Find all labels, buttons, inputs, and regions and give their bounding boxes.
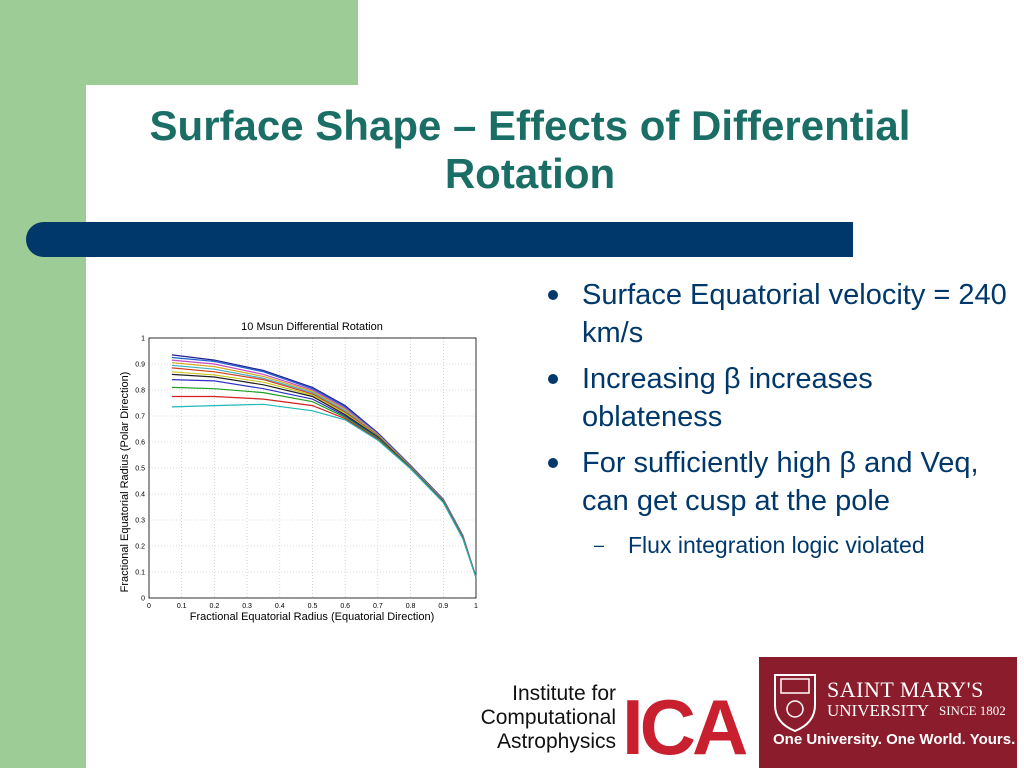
y-tick-label: 0.4 bbox=[135, 492, 145, 499]
title-divider-band bbox=[26, 222, 853, 257]
y-tick-label: 0 bbox=[141, 596, 145, 603]
bullet-text: For sufficiently high β and Veq, can get… bbox=[582, 447, 979, 517]
chart-y-axis-label: Fractional Equatorial Radius (Polar Dire… bbox=[119, 372, 131, 593]
y-tick-label: 0.8 bbox=[135, 388, 145, 395]
slide-title: Surface Shape – Effects of Differential … bbox=[149, 102, 911, 197]
ica-line3: Astrophysics bbox=[497, 730, 616, 753]
ica-logo-svg: Institute for Computational Astrophysics… bbox=[481, 682, 751, 768]
series-line bbox=[171, 379, 477, 578]
y-tick-label: 0.9 bbox=[135, 362, 145, 369]
smu-logo: SAINT MARY'S UNIVERSITY SINCE 1802 One U… bbox=[759, 657, 1017, 768]
x-tick-label: 0.6 bbox=[340, 603, 350, 610]
smu-tagline: One University. One World. Yours. bbox=[773, 731, 1016, 748]
smu-name-top: SAINT MARY'S bbox=[827, 677, 984, 702]
x-tick-label: 0.5 bbox=[308, 603, 318, 610]
plot-frame bbox=[148, 337, 477, 599]
ica-logo: Institute for Computational Astrophysics… bbox=[458, 674, 758, 768]
y-tick-label: 1 bbox=[141, 336, 145, 343]
y-tick-label: 0.3 bbox=[135, 518, 145, 525]
ica-line2: Computational bbox=[481, 706, 616, 729]
sub-bullet-text: Flux integration logic violated bbox=[628, 532, 925, 558]
bullet-dot-icon bbox=[548, 374, 558, 384]
chart-svg: 10 Msun Differential Rotation Fractional… bbox=[119, 321, 478, 623]
x-tick-label: 0.3 bbox=[242, 603, 252, 610]
x-tick-label: 1 bbox=[474, 603, 478, 610]
y-tick-label: 0.7 bbox=[135, 414, 145, 421]
sub-bullet-item: – Flux integration logic violated bbox=[548, 528, 1008, 562]
bullet-item: Surface Equatorial velocity = 240 km/s bbox=[548, 276, 1008, 352]
chart-x-axis-label: Fractional Equatorial Radius (Equatorial… bbox=[190, 611, 435, 623]
x-tick-label: 0.8 bbox=[406, 603, 416, 610]
series-line bbox=[171, 403, 477, 578]
smu-since: SINCE 1802 bbox=[939, 703, 1006, 718]
smu-name-bottom: UNIVERSITY bbox=[827, 701, 929, 720]
x-tick-label: 0.4 bbox=[275, 603, 285, 610]
y-tick-label: 0.5 bbox=[135, 466, 145, 473]
bullet-list: Surface Equatorial velocity = 240 km/s I… bbox=[548, 276, 1008, 562]
y-tick-label: 0.1 bbox=[135, 570, 145, 577]
rotation-chart: 10 Msun Differential Rotation Fractional… bbox=[112, 312, 492, 630]
crest-icon bbox=[774, 674, 816, 733]
x-tick-label: 0.1 bbox=[177, 603, 187, 610]
x-tick-label: 0.2 bbox=[210, 603, 220, 610]
bullet-item: For sufficiently high β and Veq, can get… bbox=[548, 444, 1008, 520]
bullet-dot-icon bbox=[548, 290, 558, 300]
dash-icon: – bbox=[594, 535, 605, 555]
x-tick-label: 0 bbox=[147, 603, 151, 610]
bullet-text: Increasing β increases oblateness bbox=[582, 363, 873, 433]
x-tick-label: 0.7 bbox=[373, 603, 383, 610]
chart-plot-area: 0 0.1 0.2 0.3 0.4 0.5 0.6 0.7 0.8 0.9 1 0 0.1 0.2 0.3 0… bbox=[135, 336, 478, 611]
series-line bbox=[171, 359, 477, 578]
ica-mark: ICA bbox=[622, 683, 747, 760]
chart-title: 10 Msun Differential Rotation bbox=[241, 321, 383, 333]
top-accent-bar bbox=[86, 0, 358, 85]
y-tick-label: 0.6 bbox=[135, 440, 145, 447]
bullet-item: Increasing β increases oblateness bbox=[548, 360, 1008, 436]
x-tick-label: 0.9 bbox=[438, 603, 448, 610]
left-accent-bar bbox=[0, 0, 86, 768]
ica-line1: Institute for bbox=[512, 682, 616, 705]
y-tick-label: 0.2 bbox=[135, 544, 145, 551]
series-line bbox=[171, 354, 477, 578]
series-line bbox=[171, 356, 477, 578]
bullet-dot-icon bbox=[548, 458, 558, 468]
bullet-text: Surface Equatorial velocity = 240 km/s bbox=[582, 279, 1007, 349]
